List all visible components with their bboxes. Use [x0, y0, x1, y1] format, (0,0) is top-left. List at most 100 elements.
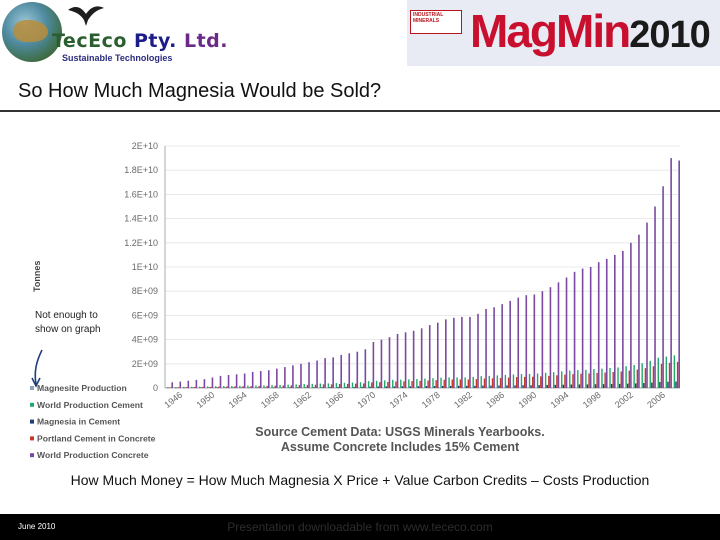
bar-world-production-cement-1961	[295, 384, 297, 388]
bar-world-production-cement-1946	[174, 387, 177, 388]
legend-swatch	[30, 436, 34, 441]
bar-world-production-cement-2000	[609, 368, 611, 388]
bar-portland-cement-in-concrete-1945	[169, 387, 172, 388]
bar-world-production-cement-1999	[601, 368, 603, 388]
x-tick-label: 1998	[581, 390, 603, 410]
magnesia-chart: 0 2E+09 4E+09 6E+09 8E+09 1E+10 1.2E+10 1.4E+10…	[30, 141, 680, 460]
bar-magnesite-production-1991	[535, 387, 537, 388]
bar-world-production-concrete-1979	[445, 319, 447, 388]
bar-portland-cement-in-concrete-1997	[588, 373, 590, 388]
bar-portland-cement-in-concrete-1958	[274, 385, 276, 388]
bar-portland-cement-in-concrete-1955	[250, 386, 252, 388]
bar-portland-cement-in-concrete-1982	[467, 379, 470, 388]
bar-magnesite-production-1956	[253, 387, 255, 388]
bar-magnesite-production-1984	[479, 387, 481, 388]
event-year: 2010	[629, 14, 711, 56]
bar-world-production-cement-1962	[303, 384, 305, 388]
bar-world-production-concrete-1978	[436, 322, 439, 388]
bar-world-production-cement-1996	[577, 370, 579, 388]
bar-magnesite-production-1965	[326, 387, 328, 388]
bar-world-production-concrete-1955	[251, 371, 254, 388]
bar-magnesia-in-cement-1998	[594, 384, 597, 388]
bar-portland-cement-in-concrete-1954	[242, 386, 244, 388]
brand-name: TecEco Pty. Ltd.	[52, 30, 228, 52]
bar-magnesite-production-2007	[664, 387, 666, 388]
bar-magnesite-production-1993	[551, 387, 553, 388]
bar-magnesia-in-cement-1983	[474, 385, 476, 388]
bar-portland-cement-in-concrete-1977	[427, 380, 429, 388]
bar-world-production-concrete-1973	[396, 333, 399, 388]
bar-world-production-cement-1981	[456, 377, 458, 388]
bar-portland-cement-in-concrete-1960	[290, 385, 293, 388]
bar-portland-cement-in-concrete-1948	[194, 387, 196, 388]
bar-magnesite-production-1973	[390, 387, 392, 388]
bar-portland-cement-in-concrete-1980	[451, 379, 453, 388]
bar-magnesite-production-1953	[229, 387, 231, 388]
bar-magnesia-in-cement-2007	[667, 381, 669, 388]
bar-portland-cement-in-concrete-2006	[660, 363, 663, 388]
bar-magnesite-production-1986	[495, 387, 497, 388]
bar-world-production-concrete-1966	[340, 354, 343, 388]
bar-magnesia-in-cement-1965	[329, 387, 331, 388]
y-tick-label: 2E+09	[132, 359, 158, 369]
chart-legend: Magnesite Production World Production Cem…	[30, 383, 156, 460]
bar-magnesia-in-cement-1984	[482, 385, 484, 388]
bar-world-production-cement-1959	[279, 384, 281, 388]
bar-magnesia-in-cement-1986	[498, 385, 500, 388]
bar-world-production-concrete-1976	[420, 328, 423, 388]
bar-world-production-cement-1971	[375, 380, 378, 388]
bar-portland-cement-in-concrete-1964	[322, 384, 325, 388]
bar-magnesite-production-1948	[189, 387, 191, 388]
footer-download-link[interactable]: Presentation downloadable from www.tecec…	[227, 520, 493, 534]
bar-portland-cement-in-concrete-1979	[443, 379, 445, 388]
bar-magnesite-production-1962	[302, 387, 304, 388]
bar-magnesia-in-cement-1950	[208, 387, 210, 388]
bar-world-production-cement-1992	[544, 372, 547, 388]
bar-magnesia-in-cement-1968	[353, 386, 355, 388]
bar-magnesia-in-cement-2005	[651, 382, 653, 388]
legend-label: World Production Concrete	[37, 450, 149, 460]
bar-magnesite-production-2004	[639, 387, 642, 388]
bar-magnesia-in-cement-1955	[248, 387, 251, 388]
bar-portland-cement-in-concrete-1975	[411, 381, 413, 388]
bar-world-production-concrete-1998	[597, 262, 600, 388]
x-tick-label: 2006	[645, 390, 667, 410]
bar-portland-cement-in-concrete-2001	[620, 371, 622, 388]
bar-world-production-cement-1947	[182, 386, 185, 388]
bar-magnesite-production-1995	[567, 387, 569, 388]
bar-world-production-concrete-2005	[654, 206, 656, 388]
bar-magnesia-in-cement-1971	[377, 386, 379, 388]
bar-world-production-concrete-1945	[171, 382, 174, 388]
bar-world-production-concrete-2007	[670, 158, 672, 388]
x-tick-label: 1958	[259, 390, 281, 410]
slide-footer: June 2010 Presentation downloadable from…	[0, 514, 720, 540]
x-tick-label: 1978	[420, 390, 442, 410]
bar-portland-cement-in-concrete-1965	[330, 384, 333, 388]
bar-world-production-cement-1993	[552, 372, 555, 388]
bar-magnesite-production-1981	[454, 387, 457, 388]
bar-portland-cement-in-concrete-1969	[363, 383, 365, 388]
bar-world-production-concrete-1999	[605, 258, 608, 388]
bar-world-production-cement-2005	[649, 360, 651, 388]
bar-portland-cement-in-concrete-1946	[177, 387, 180, 388]
money-equation-caption: How Much Money = How Much Magnesia X Pri…	[70, 472, 650, 488]
bar-world-production-cement-1956	[255, 385, 257, 388]
bar-magnesite-production-2003	[631, 387, 634, 388]
chart-bars	[165, 158, 680, 388]
bar-world-production-concrete-1951	[219, 375, 222, 388]
bar-world-production-concrete-1975	[412, 330, 415, 388]
bar-portland-cement-in-concrete-1988	[515, 377, 518, 388]
brand-tagline: Sustainable Technologies	[62, 53, 173, 63]
bar-world-production-concrete-2003	[638, 234, 640, 388]
bar-world-production-cement-1979	[440, 377, 442, 388]
y-tick-label: 4E+09	[132, 335, 158, 345]
bar-magnesia-in-cement-1981	[458, 385, 460, 388]
bar-magnesite-production-1957	[261, 387, 263, 388]
bar-magnesia-in-cement-1962	[305, 387, 307, 388]
bar-portland-cement-in-concrete-1978	[435, 380, 437, 388]
bar-world-production-cement-1958	[271, 385, 273, 388]
bar-world-production-concrete-1985	[493, 307, 495, 388]
bar-portland-cement-in-concrete-1987	[507, 377, 510, 388]
y-tick-label: 6E+09	[132, 310, 158, 320]
bar-portland-cement-in-concrete-1986	[499, 377, 502, 388]
